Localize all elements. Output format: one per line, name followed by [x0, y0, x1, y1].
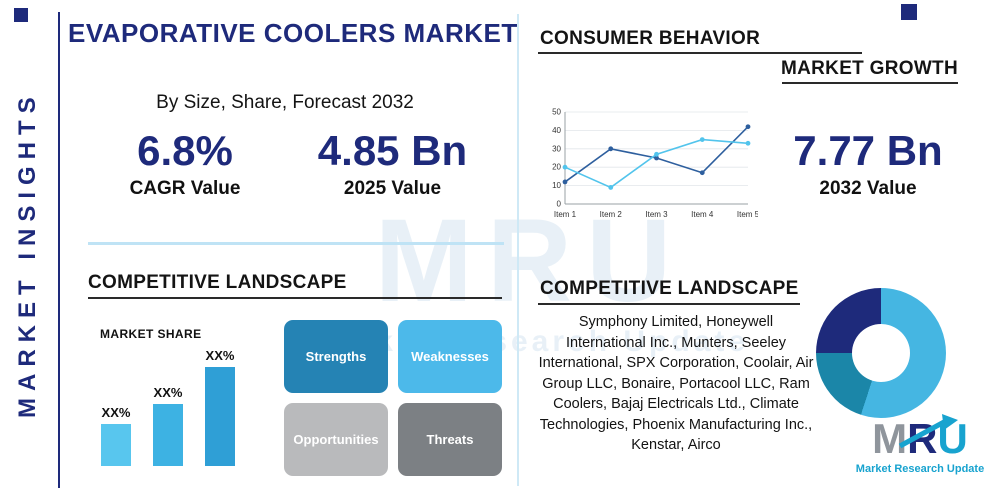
- heading-market-growth: MARKET GROWTH: [781, 58, 958, 79]
- label-2032: 2032 Value: [819, 178, 917, 200]
- x-tick-label: Item 2: [600, 210, 623, 219]
- cagr-label: CAGR Value: [129, 178, 241, 200]
- data-point: [654, 155, 659, 161]
- heading-competitive-landscape-right: COMPETITIVE LANDSCAPE: [540, 278, 799, 299]
- company-list: Symphony Limited, Honeywell Internationa…: [538, 314, 814, 454]
- data-point: [745, 124, 751, 130]
- x-tick-label: Item 4: [691, 210, 714, 219]
- market-share-bar-group: XX%: [204, 348, 236, 466]
- x-tick-label: Item 1: [554, 210, 577, 219]
- side-rule: [58, 12, 60, 488]
- data-point: [608, 185, 614, 190]
- logo-letter-m: M: [872, 415, 908, 462]
- y-tick-label: 30: [552, 144, 561, 153]
- page-title: EVAPORATIVE COOLERS MARKET: [68, 18, 518, 48]
- data-point: [745, 140, 751, 146]
- bar-data-label: XX%: [101, 405, 131, 420]
- bar: [205, 367, 235, 466]
- bar-data-label: XX%: [205, 348, 235, 363]
- corner-square-top-right: [901, 4, 917, 20]
- data-point: [562, 179, 568, 185]
- data-point: [699, 137, 705, 142]
- x-tick-label: Item 3: [645, 210, 668, 219]
- value-2025: 4.85 Bn: [317, 127, 468, 174]
- stat-2032: 7.77 Bn 2032 Value: [778, 127, 958, 200]
- data-point: [608, 146, 614, 152]
- bar: [153, 404, 183, 466]
- data-point: [654, 151, 659, 157]
- y-tick-label: 50: [552, 108, 561, 117]
- cagr-value: 6.8%: [137, 127, 233, 174]
- market-share-bar-chart: XX% XX% XX%: [100, 342, 275, 466]
- line-series: [564, 138, 749, 189]
- swot-box-weaknesses: Weaknesses: [398, 320, 502, 393]
- market-share-donut-chart: [816, 288, 946, 418]
- market-share-title: MARKET SHARE: [100, 327, 202, 341]
- logo-swoosh-arrow-icon: [898, 414, 958, 449]
- bar: [101, 424, 131, 466]
- swot-box-strengths: Strengths: [284, 320, 388, 393]
- stat-cagr: 6.8% CAGR Value: [100, 127, 270, 200]
- data-point: [699, 170, 705, 176]
- heading-competitive-landscape-left: COMPETITIVE LANDSCAPE: [88, 272, 347, 293]
- swot-box-opportunities: Opportunities: [284, 403, 388, 476]
- side-label-market-insights: MARKET INSIGHTS: [14, 90, 41, 418]
- label-2025: 2025 Value: [343, 178, 442, 200]
- mru-logo: M R U Market Research Update: [842, 414, 998, 475]
- market-share-bar-group: XX%: [152, 385, 184, 466]
- y-tick-label: 40: [552, 126, 561, 135]
- y-tick-label: 20: [552, 163, 561, 172]
- stat-2025: 4.85 Bn 2025 Value: [300, 127, 485, 200]
- market-share-bar-group: XX%: [100, 405, 132, 466]
- swot-box-threats: Threats: [398, 403, 502, 476]
- heading-underline: [538, 303, 800, 305]
- page-subtitle: By Size, Share, Forecast 2032: [156, 92, 414, 113]
- column-divider: [517, 14, 519, 486]
- heading-underline: [88, 297, 502, 299]
- heading-underline: [538, 52, 862, 54]
- data-point: [562, 164, 568, 170]
- mru-logo-letters: M R U: [842, 414, 998, 462]
- corner-square-top-left: [14, 8, 28, 22]
- value-2032: 7.77 Bn: [793, 127, 943, 174]
- logo-tagline: Market Research Update: [855, 463, 985, 475]
- horizontal-divider: [88, 242, 504, 245]
- x-tick-label: Item 5: [737, 210, 758, 219]
- donut-hole: [852, 324, 910, 382]
- heading-underline: [782, 82, 958, 84]
- market-growth-line-chart: 0 10 20 30 40 50 Item 1 Item 2 Item 3 Item 4 Item …: [552, 108, 758, 220]
- bar-data-label: XX%: [153, 385, 183, 400]
- heading-consumer-behavior: CONSUMER BEHAVIOR: [540, 28, 761, 49]
- y-tick-label: 10: [552, 181, 561, 190]
- y-tick-label: 0: [557, 200, 562, 209]
- swot-grid: Strengths Weaknesses Opportunities Threa…: [284, 320, 502, 476]
